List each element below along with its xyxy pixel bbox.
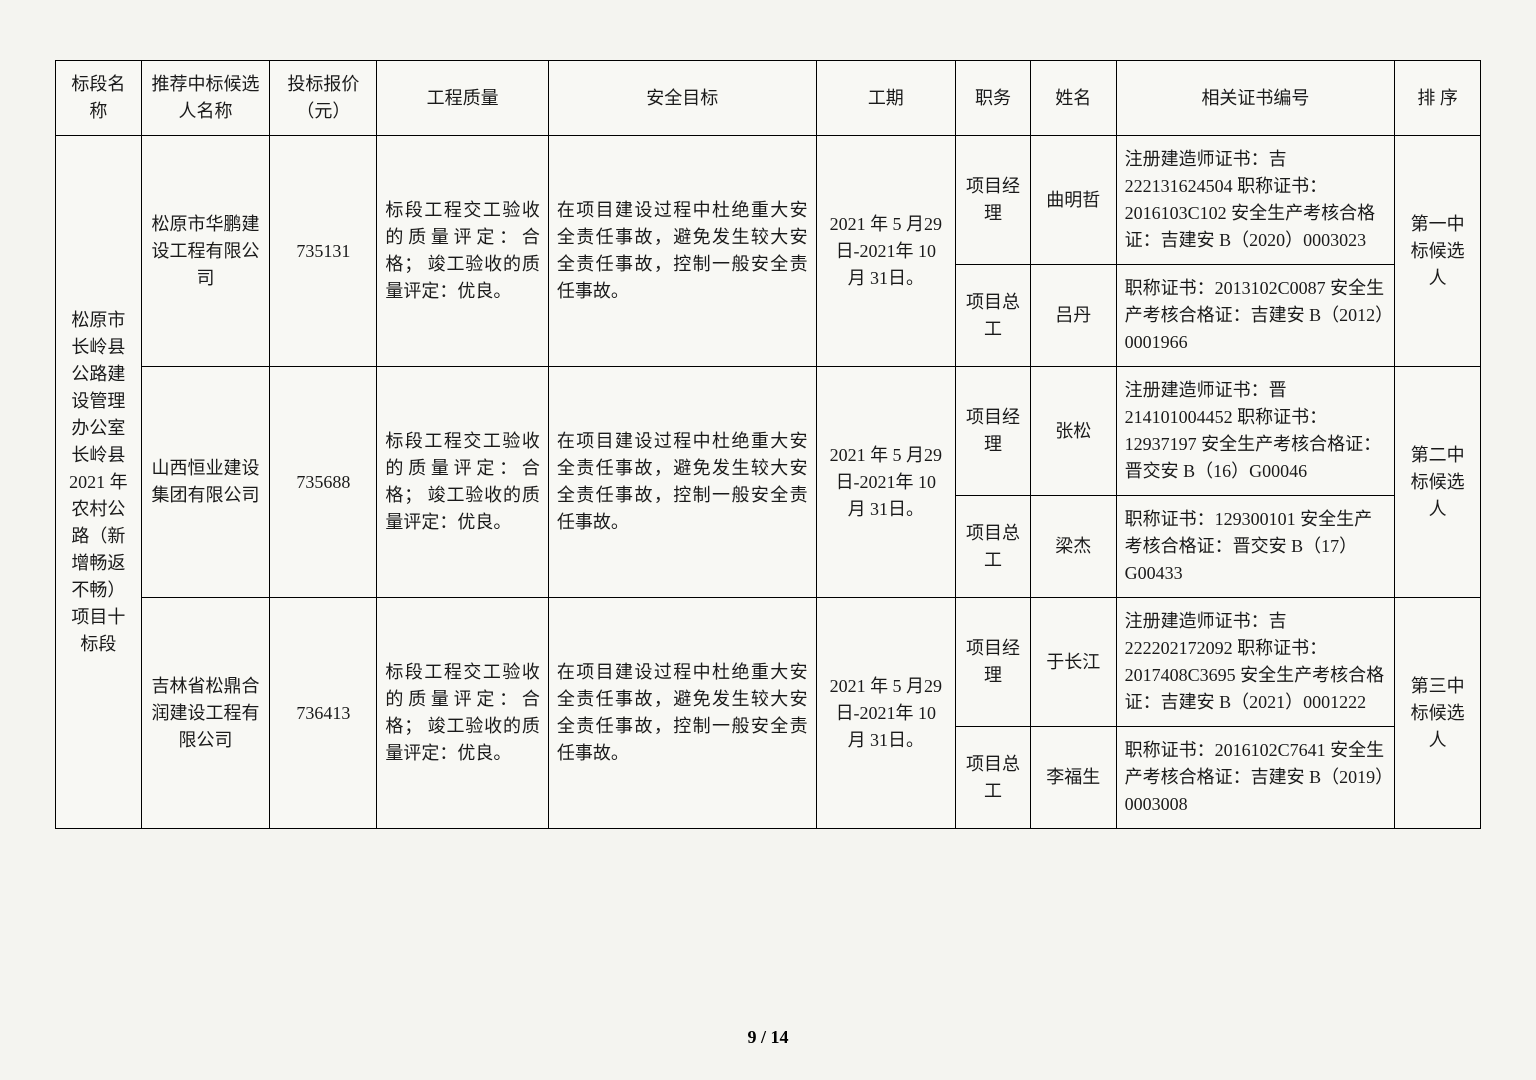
bidder-cell: 吉林省松鼎合润建设工程有限公司 xyxy=(141,598,270,829)
section-name-cell: 松原市长岭县公路建设管理办公室长岭县 2021 年农村公路（新增畅返不畅）项目十… xyxy=(56,136,142,829)
cert-cell: 注册建造师证书：晋 214101004452 职称证书：12937197 安全生… xyxy=(1116,367,1395,496)
bid-table: 标段名称 推荐中标候选人名称 投标报价（元） 工程质量 安全目标 工期 职务 姓… xyxy=(55,60,1481,829)
rank-cell: 第三中标候选人 xyxy=(1395,598,1481,829)
safety-cell: 在项目建设过程中杜绝重大安全责任事故，避免发生较大安全责任事故，控制一般安全责任… xyxy=(548,367,816,598)
role-cell: 项目总工 xyxy=(955,727,1030,829)
quality-cell: 标段工程交工验收的质量评定：合格； 竣工验收的质量评定：优良。 xyxy=(377,598,548,829)
period-cell: 2021 年 5 月29 日-2021年 10 月 31日。 xyxy=(816,367,955,598)
h-role: 职务 xyxy=(955,61,1030,136)
quality-cell: 标段工程交工验收的质量评定：合格； 竣工验收的质量评定：优良。 xyxy=(377,136,548,367)
period-cell: 2021 年 5 月29 日-2021年 10 月 31日。 xyxy=(816,598,955,829)
page-number: 9 / 14 xyxy=(0,1027,1536,1048)
cert-cell: 注册建造师证书：吉 222131624504 职称证书：2016103C102 … xyxy=(1116,136,1395,265)
safety-cell: 在项目建设过程中杜绝重大安全责任事故，避免发生较大安全责任事故，控制一般安全责任… xyxy=(548,136,816,367)
bidder-cell: 松原市华鹏建设工程有限公司 xyxy=(141,136,270,367)
price-cell: 736413 xyxy=(270,598,377,829)
period-cell: 2021 年 5 月29 日-2021年 10 月 31日。 xyxy=(816,136,955,367)
bidder-cell: 山西恒业建设集团有限公司 xyxy=(141,367,270,598)
person-name-cell: 梁杰 xyxy=(1030,496,1116,598)
h-bidder: 推荐中标候选人名称 xyxy=(141,61,270,136)
table-row: 山西恒业建设集团有限公司735688标段工程交工验收的质量评定：合格； 竣工验收… xyxy=(56,367,1481,496)
table-body: 松原市长岭县公路建设管理办公室长岭县 2021 年农村公路（新增畅返不畅）项目十… xyxy=(56,136,1481,829)
role-cell: 项目总工 xyxy=(955,265,1030,367)
document-page: 标段名称 推荐中标候选人名称 投标报价（元） 工程质量 安全目标 工期 职务 姓… xyxy=(55,60,1481,829)
h-section: 标段名称 xyxy=(56,61,142,136)
price-cell: 735131 xyxy=(270,136,377,367)
h-period: 工期 xyxy=(816,61,955,136)
h-name: 姓名 xyxy=(1030,61,1116,136)
role-cell: 项目经理 xyxy=(955,598,1030,727)
rank-cell: 第二中标候选人 xyxy=(1395,367,1481,598)
cert-cell: 职称证书：129300101 安全生产考核合格证：晋交安 B（17）G00433 xyxy=(1116,496,1395,598)
person-name-cell: 于长江 xyxy=(1030,598,1116,727)
role-cell: 项目总工 xyxy=(955,496,1030,598)
header-row: 标段名称 推荐中标候选人名称 投标报价（元） 工程质量 安全目标 工期 职务 姓… xyxy=(56,61,1481,136)
table-row: 吉林省松鼎合润建设工程有限公司736413标段工程交工验收的质量评定：合格； 竣… xyxy=(56,598,1481,727)
role-cell: 项目经理 xyxy=(955,367,1030,496)
price-cell: 735688 xyxy=(270,367,377,598)
rank-cell: 第一中标候选人 xyxy=(1395,136,1481,367)
h-safety: 安全目标 xyxy=(548,61,816,136)
table-row: 松原市长岭县公路建设管理办公室长岭县 2021 年农村公路（新增畅返不畅）项目十… xyxy=(56,136,1481,265)
cert-cell: 职称证书：2016102C7641 安全生产考核合格证：吉建安 B（2019）0… xyxy=(1116,727,1395,829)
quality-cell: 标段工程交工验收的质量评定：合格； 竣工验收的质量评定：优良。 xyxy=(377,367,548,598)
cert-cell: 职称证书：2013102C0087 安全生产考核合格证：吉建安 B（2012）0… xyxy=(1116,265,1395,367)
safety-cell: 在项目建设过程中杜绝重大安全责任事故，避免发生较大安全责任事故，控制一般安全责任… xyxy=(548,598,816,829)
h-quality: 工程质量 xyxy=(377,61,548,136)
h-rank: 排 序 xyxy=(1395,61,1481,136)
person-name-cell: 张松 xyxy=(1030,367,1116,496)
cert-cell: 注册建造师证书：吉 222202172092 职称证书：2017408C3695… xyxy=(1116,598,1395,727)
role-cell: 项目经理 xyxy=(955,136,1030,265)
person-name-cell: 李福生 xyxy=(1030,727,1116,829)
person-name-cell: 吕丹 xyxy=(1030,265,1116,367)
h-price: 投标报价（元） xyxy=(270,61,377,136)
person-name-cell: 曲明哲 xyxy=(1030,136,1116,265)
h-cert: 相关证书编号 xyxy=(1116,61,1395,136)
